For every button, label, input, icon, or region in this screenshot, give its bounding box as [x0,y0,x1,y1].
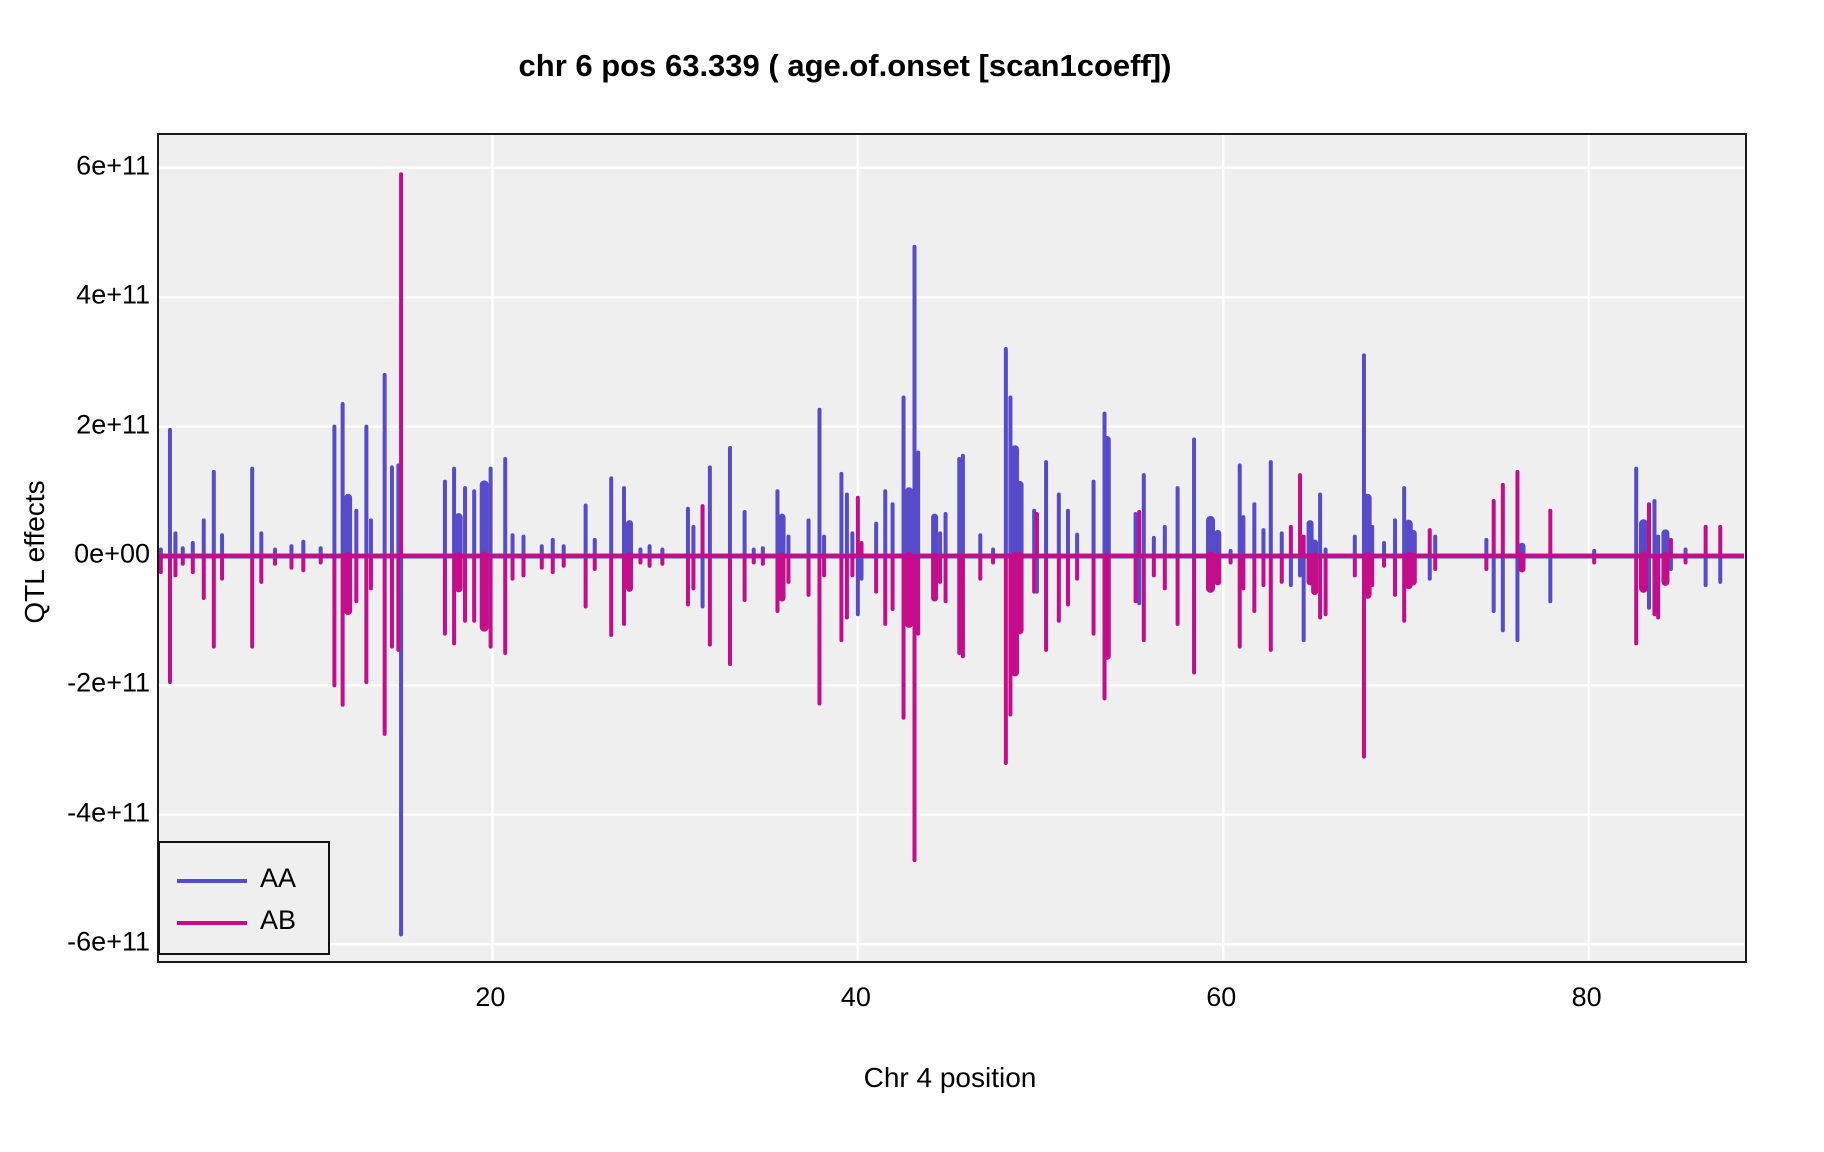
legend-label: AB [260,905,297,935]
x-tick-label: 80 [1571,982,1602,1012]
x-tick-label: 20 [475,982,506,1012]
x-tick-label: 60 [1206,982,1237,1012]
plot-panel [157,133,1747,963]
x-axis-title: Chr 4 position [863,1062,1037,1093]
y-tick-label: -4e+11 [67,797,150,828]
legend-box: AA AB [158,841,330,955]
y-tick-label: 4e+11 [76,279,150,310]
plot-title: chr 6 pos 63.339 ( age.of.onset [scan1co… [518,48,1172,83]
legend-label: AA [260,863,297,893]
y-tick-label: 2e+11 [76,409,150,440]
chart-canvas [159,135,1744,960]
y-axis-title: QTL effects [19,480,50,624]
y-tick-label: -6e+11 [67,926,150,957]
y-tick-label: 0e+00 [74,538,150,569]
x-tick-label: 40 [840,982,871,1012]
legend-line-swatch [177,879,247,883]
y-tick-label: -2e+11 [67,667,150,698]
y-tick-label: 6e+11 [76,150,150,181]
legend-line-swatch [177,921,247,925]
